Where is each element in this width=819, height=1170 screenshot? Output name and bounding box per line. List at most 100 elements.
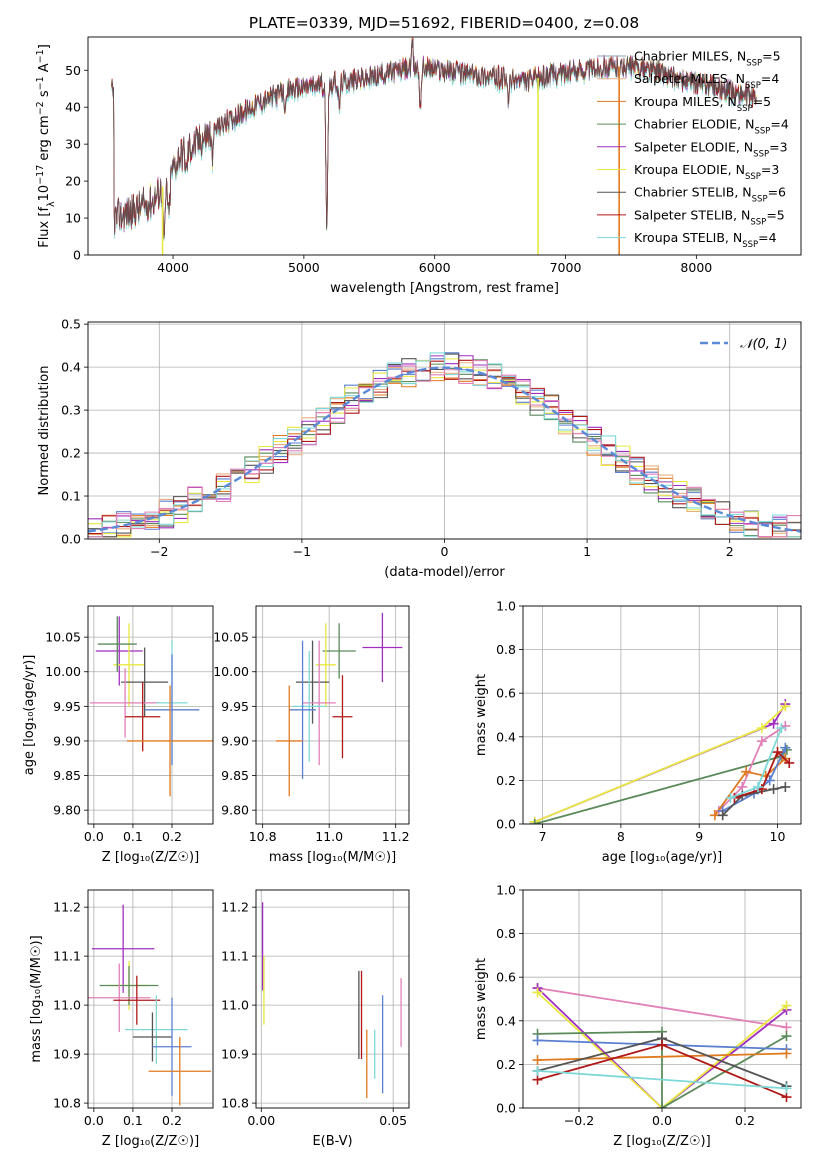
x-axis-label: wavelength [Angstrom, rest frame]: [330, 281, 559, 296]
y-tick-label: 11.1: [221, 949, 249, 964]
mass-age-axes: 10.8 11.0 11.2 9.80 9.85 9.90 9.95 10.00 10.05 ma…: [213, 605, 410, 865]
x-tick-label: 0.0: [652, 1113, 672, 1128]
axes-frame: [87, 605, 214, 825]
x-axis-label: Z [log₁₀(Z/Z☉)]: [102, 1134, 199, 1149]
y-tick-label: 9.90: [221, 733, 249, 748]
y-tick-label: 0.3: [61, 403, 81, 418]
y-tick-label: 0.5: [61, 317, 81, 332]
y-tick-label: 9.95: [221, 699, 249, 714]
weight-marker: [784, 757, 795, 768]
x-tick-label: 8: [617, 829, 625, 844]
weight-marker: [756, 736, 767, 747]
x-tick-label: 6000: [419, 260, 451, 275]
axes-frame: [255, 889, 410, 1109]
x-axis-label: Z [log₁₀(Z/Z☉)]: [102, 850, 199, 865]
axes-frame: [87, 889, 214, 1109]
x-tick-label: 0.0: [84, 1113, 104, 1128]
x-tick-label: 11.2: [382, 829, 410, 844]
axes-frame: [87, 36, 802, 256]
y-tick-label: 0.2: [496, 773, 516, 788]
weight-marker: [532, 1055, 543, 1066]
y-axis-label: Normed distribution: [37, 366, 52, 496]
weight-marker: [532, 1035, 543, 1046]
mass-age-plot: [275, 612, 403, 797]
legend-label: Kroupa MILES, NSSP=5: [634, 94, 771, 114]
ebv-mass-axes: 0.00 0.05 10.8 10.9 11.0 11.1 11.2 E(B-V): [221, 889, 410, 1149]
weight-line: [537, 1030, 787, 1108]
histogram-series: [88, 360, 801, 538]
y-axis-label: Flux [fλ10−17 erg cm−2 s−1 A−1]: [35, 44, 57, 248]
weight-marker: [781, 1000, 792, 1011]
weight-line: [534, 705, 786, 823]
weight-line: [534, 703, 787, 823]
y-tick-label: 10.9: [221, 1047, 249, 1062]
x-axis-label: (data-model)/error: [384, 565, 505, 580]
y-tick-label: 11.2: [221, 900, 249, 915]
weight-line: [722, 786, 786, 816]
x-tick-label: 0.2: [162, 829, 182, 844]
legend-label: Kroupa ELODIE, NSSP=3: [634, 162, 779, 182]
y-tick-label: 0.8: [496, 642, 516, 657]
z-age-plot: [89, 616, 213, 797]
y-tick-label: 1.0: [496, 599, 516, 614]
weight-line: [537, 1070, 787, 1090]
y-tick-label: 0.4: [496, 1013, 516, 1028]
y-tick-label: 20: [65, 174, 81, 189]
weight-marker: [532, 1074, 543, 1085]
weight-marker: [741, 766, 752, 777]
legend-label: Chabrier ELODIE, NSSP=4: [634, 117, 789, 137]
x-tick-label: 7: [539, 829, 547, 844]
x-tick-label: 4000: [157, 260, 189, 275]
weight-marker: [529, 819, 540, 824]
y-tick-label: 1.0: [496, 883, 516, 898]
z-mass-axes: 0.0 0.1 0.2 10.8 10.9 11.0 11.1 11.2 Z [log₁₀(Z/…: [29, 889, 214, 1149]
weight-line: [536, 987, 788, 1108]
weight-marker: [781, 1092, 792, 1103]
y-tick-label: 0.0: [61, 532, 81, 547]
weight-marker: [780, 781, 791, 792]
x-tick-label: 0.05: [379, 1113, 407, 1128]
x-tick-label: 8000: [680, 260, 712, 275]
weight-marker: [781, 1022, 792, 1033]
x-tick-label: 11.0: [315, 829, 343, 844]
age-weight-plot: [529, 699, 795, 824]
y-tick-label: 10.9: [53, 1047, 81, 1062]
weight-line: [536, 991, 788, 1108]
x-tick-label: 0.2: [162, 1113, 182, 1128]
y-tick-label: 40: [65, 100, 81, 115]
y-tick-label: 0.6: [496, 686, 516, 701]
y-tick-label: 11.0: [221, 998, 249, 1013]
y-tick-label: 9.80: [221, 803, 249, 818]
y-tick-label: 9.90: [53, 733, 81, 748]
y-tick-label: 10.00: [213, 664, 249, 679]
x-tick-label: 7000: [550, 260, 582, 275]
weight-marker: [781, 1048, 792, 1059]
x-tick-label: 1: [583, 544, 591, 559]
y-tick-label: 10.8: [221, 1096, 249, 1111]
weight-marker: [737, 781, 748, 792]
weight-marker: [768, 718, 779, 729]
legend-label: 𝒩(0, 1): [740, 337, 787, 352]
weight-marker: [657, 1103, 667, 1108]
weight-line: [537, 1052, 787, 1061]
x-tick-label: 0.0: [84, 829, 104, 844]
weight-marker: [725, 792, 736, 803]
legend-label: Salpeter ELODIE, NSSP=3: [634, 139, 788, 159]
x-tick-label: 0: [441, 544, 449, 559]
x-tick-label: 2: [726, 544, 734, 559]
y-tick-label: 50: [65, 63, 81, 78]
weight-marker: [781, 1083, 792, 1094]
weight-marker: [657, 1039, 667, 1050]
y-axis-label: age [log₁₀(age/yr)]: [22, 655, 37, 776]
x-tick-label: 10.8: [249, 829, 277, 844]
weight-marker: [717, 810, 728, 821]
y-tick-label: 0.8: [496, 926, 516, 941]
legend-label: Chabrier STELIB, NSSP=6: [634, 185, 786, 205]
age-weight-axes: 7 8 9 10 0.0 0.2 0.4 0.6 0.8 1.0 age [log₁₀(age/yr…: [474, 599, 802, 865]
y-tick-label: 9.95: [53, 699, 81, 714]
weight-marker: [532, 987, 543, 998]
y-tick-label: 9.85: [221, 768, 249, 783]
y-tick-label: 10.05: [213, 630, 249, 645]
y-axis-label: mass weight: [474, 958, 489, 1040]
